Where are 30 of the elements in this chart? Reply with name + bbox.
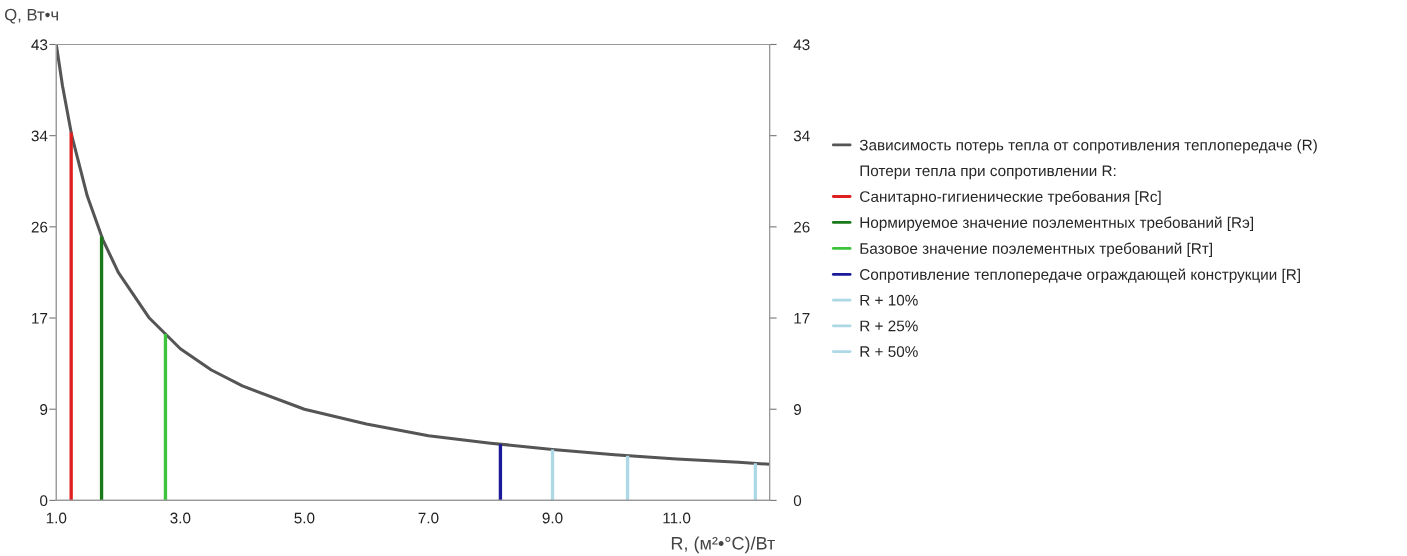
text: Потери тепла при сопротивлении R: <box>860 165 1116 180</box>
y2-tick-label: 26 <box>794 221 810 233</box>
y-tick-label: 9 <box>40 404 48 415</box>
x-tick-label: 11.0 <box>663 512 691 524</box>
legend-label: R + 10% <box>860 294 918 306</box>
y2-tick-label: 0 <box>793 495 802 507</box>
x-tick-label: 9.0 <box>542 512 563 524</box>
legend-label: Базовое значение поэлементных требований [Rт] <box>860 242 1212 257</box>
y-tick-label: 17 <box>32 313 48 324</box>
y2-tick-label: 43 <box>793 39 810 51</box>
x-tick-label: 7.0 <box>418 512 439 524</box>
y-tick-label: 26 <box>31 221 48 233</box>
legend-label: Зависимость потерь тепла от сопротивления теплопередаче (R) <box>859 139 1317 154</box>
y2-tick-label: 34 <box>793 130 810 142</box>
y-axis-title: Q, Вт•ч <box>5 8 58 24</box>
legend-label: Нормируемое значение поэлементных требований [Rэ] <box>860 216 1253 231</box>
legend-label: R + 50% <box>860 346 918 358</box>
legend-label: R + 25% <box>860 320 918 332</box>
legend-label: Сопротивление теплопередаче ограждающей конструкции [R] <box>860 268 1300 283</box>
y2-tick-label: 9 <box>793 404 802 415</box>
x-tick-label: 3.0 <box>170 512 191 524</box>
y-tick-label: 34 <box>31 130 48 142</box>
x-axis-title: R, (м²•°C)/Вт <box>671 536 775 554</box>
legend-label: Санитарно-гигиенические требования [Rс] <box>860 190 1161 206</box>
y-tick-label: 43 <box>31 39 48 51</box>
x-tick-label: 5.0 <box>294 512 315 524</box>
y-tick-label: 0 <box>40 495 48 507</box>
line-series <box>56 44 770 466</box>
y2-tick-label: 17 <box>794 313 810 324</box>
x-tick-label: 1.0 <box>46 512 67 524</box>
